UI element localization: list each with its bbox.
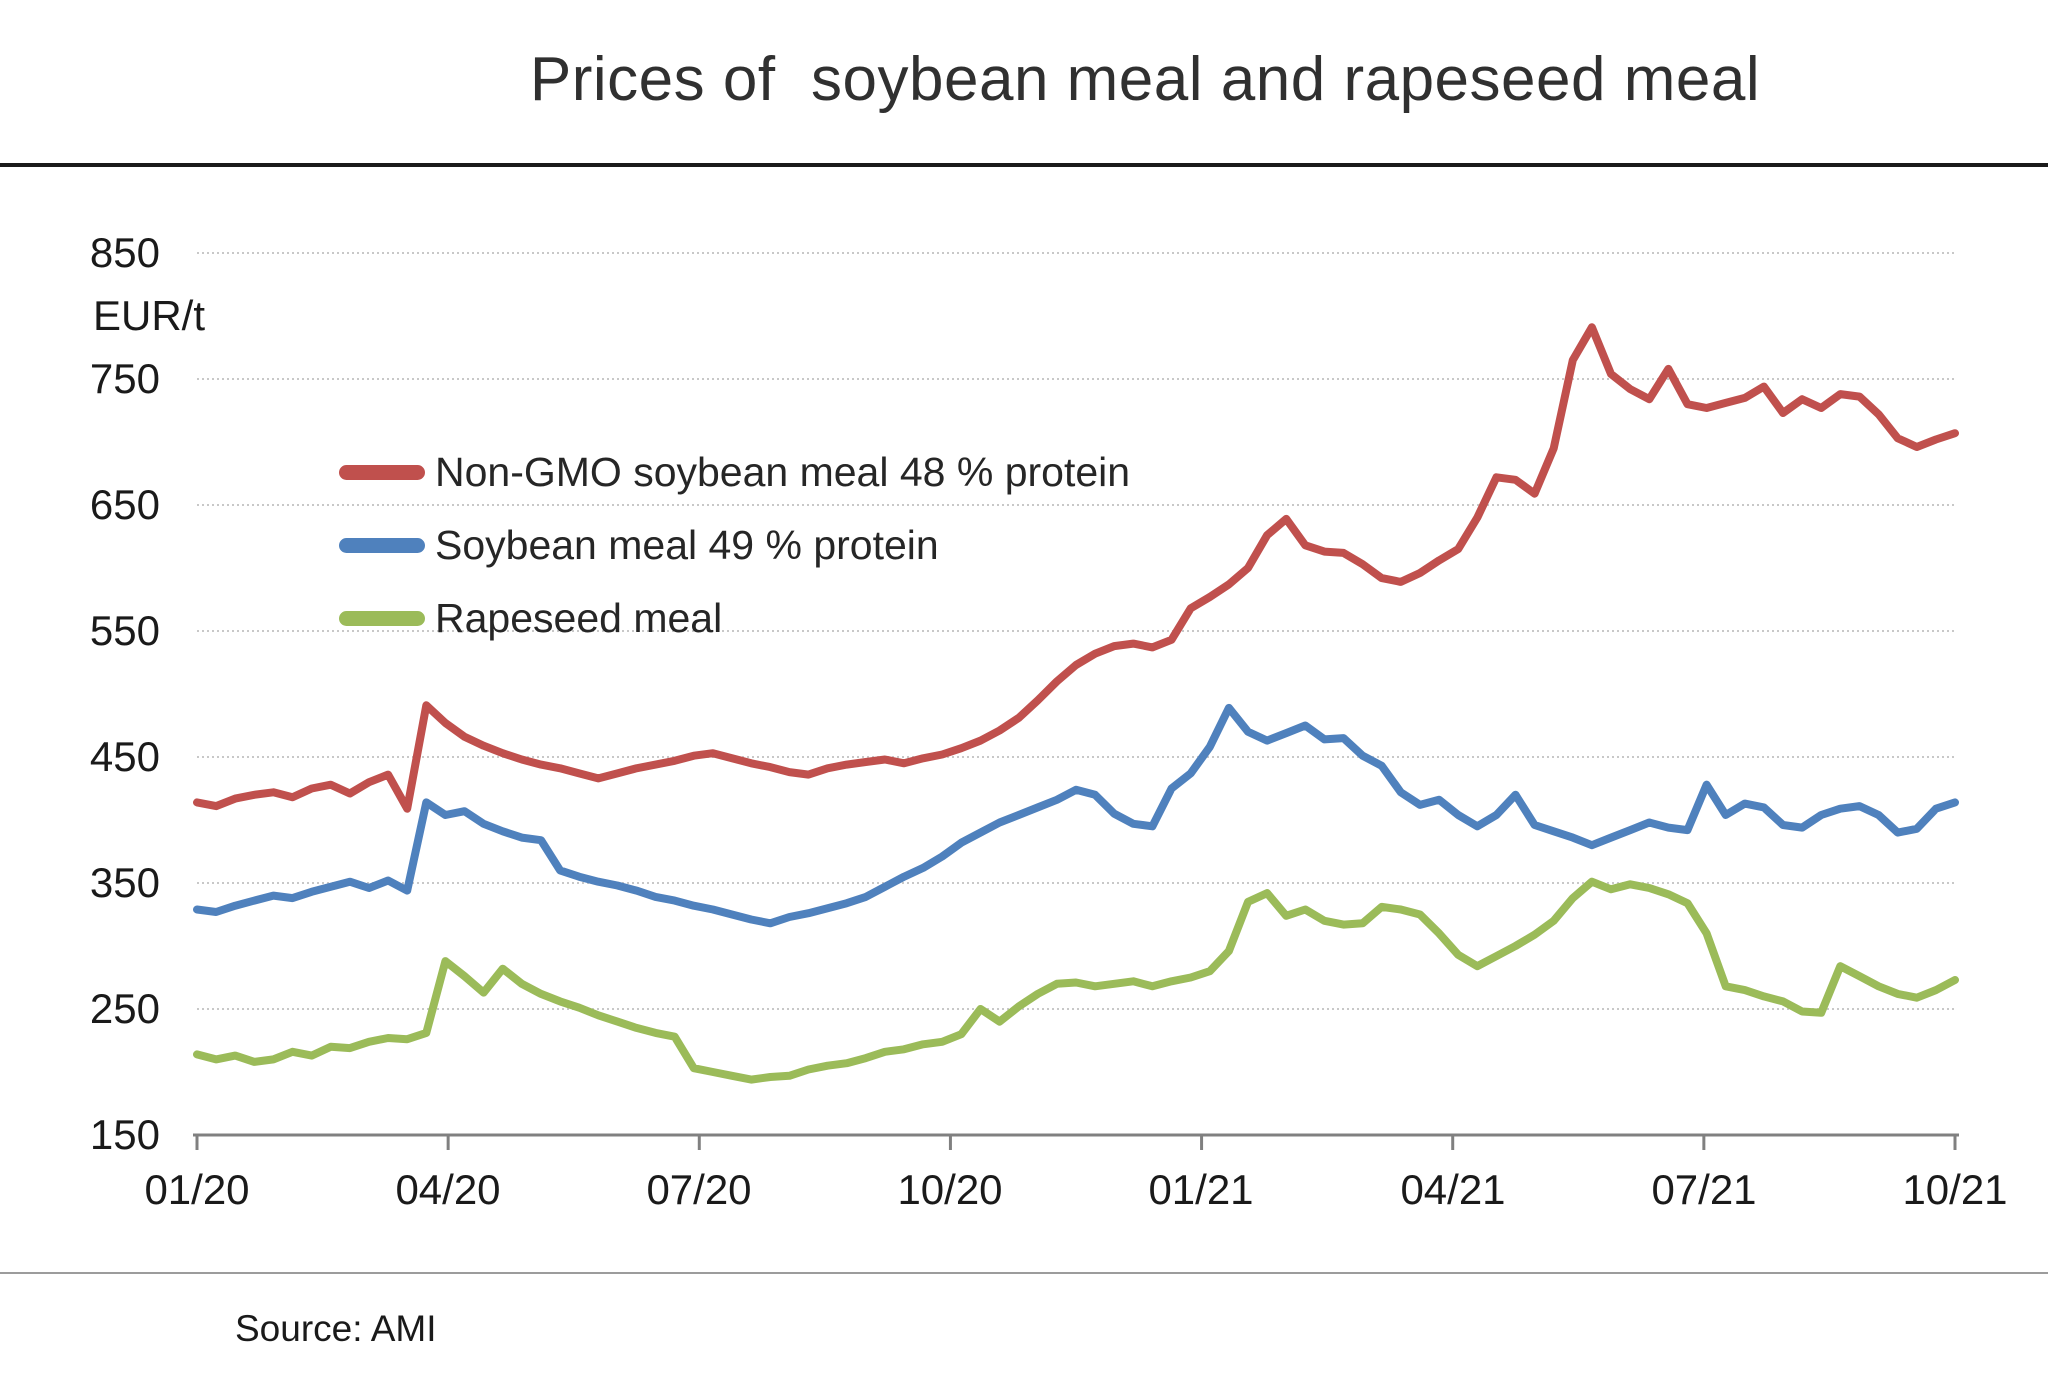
legend-item-rapeseed-meal: Rapeseed meal	[339, 582, 1239, 655]
chart-title: Prices of soybean meal and rapeseed meal	[529, 45, 1761, 114]
y-axis-unit: EUR/t	[93, 292, 206, 339]
top-divider	[0, 163, 2048, 167]
legend-item-non-gmo-soybean-meal: Non-GMO soybean meal 48 % protein	[339, 436, 1239, 509]
legend-item-soybean-meal: Soybean meal 49 % protein	[339, 509, 1239, 582]
y-axis-tick-650: 650	[89, 481, 160, 528]
x-axis-tick-04-21: 04/21	[1400, 1166, 1506, 1213]
legend-label: Non-GMO soybean meal 48 % protein	[435, 449, 1131, 495]
source-note: Source: AMI	[235, 1308, 437, 1349]
y-axis-tick-150: 150	[89, 1111, 160, 1158]
y-axis-tick-550: 550	[89, 607, 160, 654]
y-axis-tick-850: 850	[89, 229, 160, 276]
y-axis-tick-750: 750	[89, 355, 160, 402]
legend-label: Rapeseed meal	[435, 595, 723, 641]
bottom-divider	[0, 1272, 2048, 1274]
x-axis-tick-07-21: 07/21	[1651, 1166, 1757, 1213]
chart-legend: Non-GMO soybean meal 48 % protein Soybea…	[339, 436, 1239, 655]
legend-line-icon	[339, 538, 425, 553]
x-axis-tick-10-20: 10/20	[897, 1166, 1003, 1213]
legend-line-icon	[339, 611, 425, 626]
x-axis-tick-07-20: 07/20	[646, 1166, 752, 1213]
x-axis-tick-01-21: 01/21	[1148, 1166, 1254, 1213]
x-axis-tick-04-20: 04/20	[395, 1166, 501, 1213]
y-axis-tick-250: 250	[89, 985, 160, 1032]
y-axis-tick-350: 350	[89, 859, 160, 906]
x-axis-tick-01-20: 01/20	[144, 1166, 250, 1213]
legend-line-icon	[339, 465, 425, 480]
y-axis-tick-450: 450	[89, 733, 160, 780]
legend-label: Soybean meal 49 % protein	[435, 522, 939, 568]
x-axis-tick-10-21: 10/21	[1902, 1166, 2008, 1213]
